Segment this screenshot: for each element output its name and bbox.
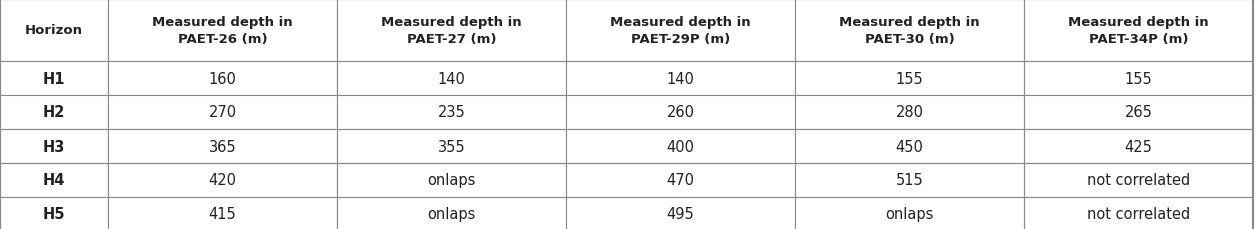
Bar [1024, 129, 1253, 163]
Text: 260: 260 [666, 105, 695, 120]
Bar [566, 129, 794, 163]
Text: 425: 425 [1125, 139, 1153, 154]
Text: 280: 280 [895, 105, 924, 120]
Bar [337, 129, 566, 163]
Bar [0, 0, 108, 62]
Text: 515: 515 [896, 173, 924, 188]
Bar [1024, 62, 1253, 95]
Text: H5: H5 [43, 207, 65, 221]
Bar [337, 62, 566, 95]
Text: 415: 415 [209, 207, 236, 221]
Text: 495: 495 [666, 207, 694, 221]
Text: Measured depth in
PAET-26 (m): Measured depth in PAET-26 (m) [152, 16, 293, 46]
Text: Measured depth in
PAET-34P (m): Measured depth in PAET-34P (m) [1068, 16, 1209, 46]
Text: 355: 355 [437, 139, 465, 154]
Bar [0, 62, 108, 95]
Text: H1: H1 [43, 71, 65, 86]
Bar [108, 163, 337, 197]
Text: 160: 160 [209, 71, 236, 86]
Bar [566, 163, 794, 197]
Bar [566, 95, 794, 129]
Text: 140: 140 [437, 71, 465, 86]
Bar [337, 197, 566, 229]
Text: not correlated: not correlated [1087, 207, 1190, 221]
Bar [1024, 163, 1253, 197]
Text: Measured depth in
PAET-29P (m): Measured depth in PAET-29P (m) [610, 16, 750, 46]
Bar [794, 163, 1024, 197]
Bar [108, 0, 337, 62]
Bar [794, 95, 1024, 129]
Text: 265: 265 [1125, 105, 1153, 120]
Text: H2: H2 [43, 105, 65, 120]
Bar [0, 163, 108, 197]
Text: 155: 155 [896, 71, 924, 86]
Bar [566, 197, 794, 229]
Text: Measured depth in
PAET-27 (m): Measured depth in PAET-27 (m) [381, 16, 522, 46]
Text: onlaps: onlaps [427, 173, 475, 188]
Bar [337, 163, 566, 197]
Bar [794, 197, 1024, 229]
Text: H3: H3 [43, 139, 65, 154]
Bar [1024, 197, 1253, 229]
Bar [337, 0, 566, 62]
Bar [794, 129, 1024, 163]
Bar [794, 0, 1024, 62]
Text: 365: 365 [209, 139, 236, 154]
Bar [108, 129, 337, 163]
Bar [566, 62, 794, 95]
Text: 235: 235 [437, 105, 465, 120]
Text: onlaps: onlaps [885, 207, 934, 221]
Text: not correlated: not correlated [1087, 173, 1190, 188]
Text: 450: 450 [895, 139, 924, 154]
Text: 155: 155 [1125, 71, 1153, 86]
Text: Measured depth in
PAET-30 (m): Measured depth in PAET-30 (m) [840, 16, 979, 46]
Text: onlaps: onlaps [427, 207, 475, 221]
Bar [1024, 95, 1253, 129]
Bar [108, 197, 337, 229]
Text: 400: 400 [666, 139, 695, 154]
Bar [108, 62, 337, 95]
Text: 270: 270 [209, 105, 236, 120]
Text: H4: H4 [43, 173, 65, 188]
Text: 470: 470 [666, 173, 695, 188]
Bar [566, 0, 794, 62]
Bar [0, 129, 108, 163]
Text: 420: 420 [209, 173, 236, 188]
Text: Horizon: Horizon [25, 25, 83, 37]
Bar [0, 95, 108, 129]
Text: 140: 140 [666, 71, 694, 86]
Bar [337, 95, 566, 129]
Bar [0, 197, 108, 229]
Bar [794, 62, 1024, 95]
Bar [1024, 0, 1253, 62]
Bar [108, 95, 337, 129]
